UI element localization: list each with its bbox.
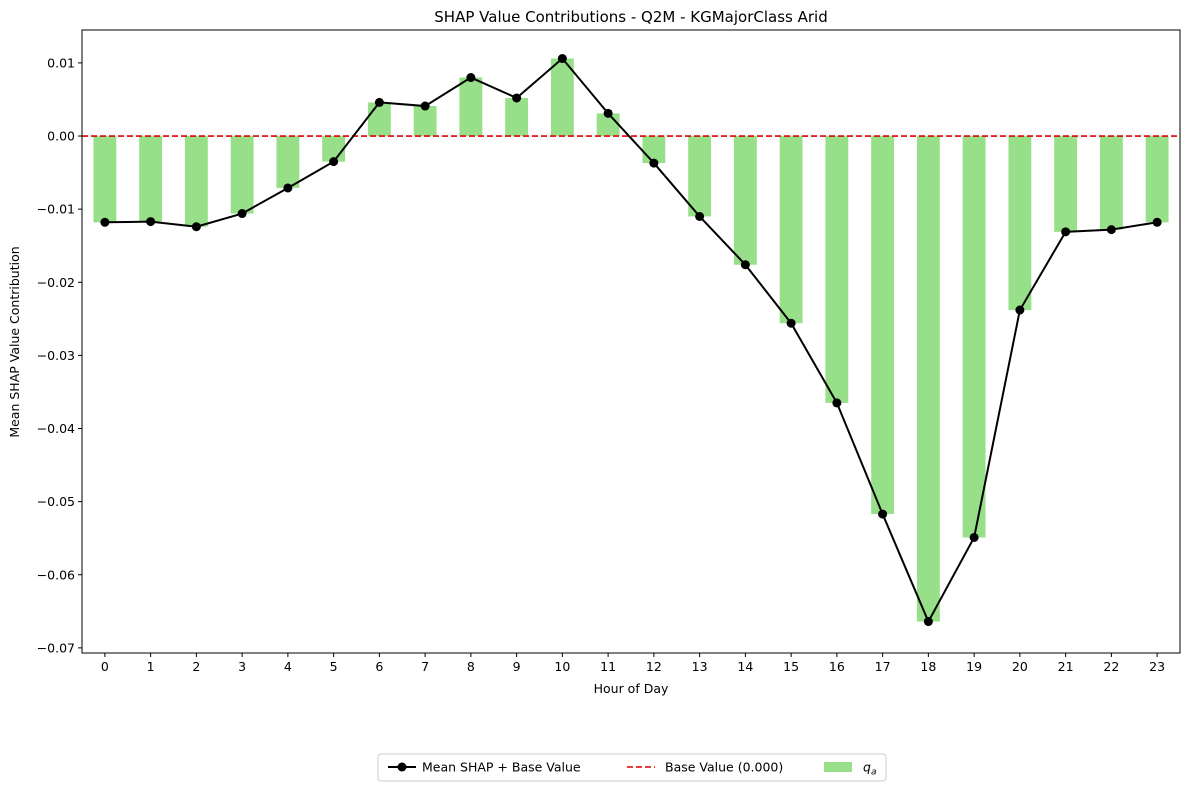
point-hour-9 bbox=[512, 93, 522, 103]
bar-hour-8 bbox=[459, 77, 483, 137]
x-tick-label: 12 bbox=[646, 659, 662, 674]
y-tick-label: 0.00 bbox=[47, 129, 75, 144]
point-hour-3 bbox=[237, 209, 247, 219]
y-tick-label: −0.06 bbox=[37, 567, 75, 582]
bar-hour-20 bbox=[1008, 136, 1032, 311]
bar-hour-15 bbox=[779, 136, 803, 324]
chart-title: SHAP Value Contributions - Q2M - KGMajor… bbox=[434, 8, 827, 26]
legend-bar-swatch bbox=[824, 762, 852, 772]
x-tick-label: 1 bbox=[147, 659, 155, 674]
point-hour-7 bbox=[420, 101, 430, 111]
bar-hour-1 bbox=[139, 136, 163, 222]
x-tick-label: 3 bbox=[238, 659, 246, 674]
point-hour-12 bbox=[649, 158, 659, 168]
point-hour-14 bbox=[740, 260, 750, 270]
bar-hour-19 bbox=[962, 136, 986, 538]
y-axis: 0.01 0.00 −0.01 −0.02 −0.03 −0.04 −0.05 −0.06 −0… bbox=[37, 55, 82, 655]
point-hour-0 bbox=[100, 217, 110, 227]
x-tick-label: 6 bbox=[375, 659, 383, 674]
legend-label-qa: qa bbox=[863, 760, 876, 778]
mean-shap-line bbox=[104, 57, 1158, 624]
x-tick-label: 8 bbox=[467, 659, 475, 674]
x-tick-label: 10 bbox=[554, 659, 570, 674]
legend-label-qa-main: q bbox=[863, 760, 871, 775]
bar-hour-21 bbox=[1054, 136, 1078, 232]
y-tick-label: −0.03 bbox=[37, 348, 75, 363]
bar-hour-2 bbox=[184, 136, 208, 227]
point-hour-23 bbox=[1152, 217, 1162, 227]
point-hour-13 bbox=[695, 211, 705, 221]
bar-hour-6 bbox=[367, 102, 391, 137]
point-hour-21 bbox=[1061, 227, 1071, 237]
y-tick-label: −0.07 bbox=[37, 640, 75, 655]
y-tick-label: −0.04 bbox=[37, 421, 75, 436]
x-tick-label: 18 bbox=[920, 659, 936, 674]
x-tick-label: 16 bbox=[829, 659, 845, 674]
bar-hour-23 bbox=[1145, 136, 1169, 223]
x-tick-label: 13 bbox=[692, 659, 708, 674]
x-axis: 0 1 2 3 4 5 6 7 8 9 10 11 12 13 14 15 16 17 18 19 20 21 22 23 bbox=[101, 653, 1165, 674]
x-tick-label: 9 bbox=[513, 659, 521, 674]
point-hour-6 bbox=[374, 97, 384, 107]
mean-shap-line-group bbox=[100, 54, 1162, 627]
legend-marker-swatch bbox=[397, 762, 407, 772]
bar-hour-13 bbox=[688, 136, 712, 217]
bar-hour-18 bbox=[916, 136, 940, 622]
bar-hour-10 bbox=[550, 58, 574, 137]
bar-series bbox=[93, 58, 1169, 622]
bar-hour-16 bbox=[825, 136, 849, 403]
point-hour-5 bbox=[329, 157, 339, 167]
bar-hour-7 bbox=[413, 106, 437, 137]
y-tick-label: −0.05 bbox=[37, 494, 75, 509]
bar-hour-14 bbox=[733, 136, 757, 265]
x-axis-label: Hour of Day bbox=[594, 681, 669, 696]
bar-hour-3 bbox=[230, 136, 254, 214]
bar-hour-17 bbox=[871, 136, 895, 515]
point-hour-1 bbox=[146, 217, 156, 227]
point-hour-17 bbox=[878, 509, 888, 519]
bar-hour-4 bbox=[276, 136, 300, 188]
x-tick-label: 5 bbox=[330, 659, 338, 674]
legend-label-base-value: Base Value (0.000) bbox=[665, 760, 783, 775]
x-tick-label: 21 bbox=[1058, 659, 1074, 674]
point-hour-15 bbox=[786, 318, 796, 328]
point-hour-4 bbox=[283, 183, 293, 193]
x-tick-label: 17 bbox=[875, 659, 891, 674]
point-hour-11 bbox=[603, 108, 613, 118]
x-tick-label: 23 bbox=[1149, 659, 1165, 674]
bar-hour-9 bbox=[505, 98, 529, 137]
x-tick-label: 20 bbox=[1012, 659, 1028, 674]
x-tick-label: 15 bbox=[783, 659, 799, 674]
point-hour-2 bbox=[191, 222, 201, 232]
x-tick-label: 11 bbox=[600, 659, 616, 674]
legend-label-qa-subscript: a bbox=[871, 768, 877, 778]
x-tick-label: 0 bbox=[101, 659, 109, 674]
point-hour-19 bbox=[969, 532, 979, 542]
bar-hour-0 bbox=[93, 136, 117, 223]
point-hour-18 bbox=[923, 617, 933, 627]
x-tick-label: 22 bbox=[1103, 659, 1119, 674]
legend-label-mean-shap: Mean SHAP + Base Value bbox=[422, 760, 581, 775]
point-hour-20 bbox=[1015, 305, 1025, 315]
x-tick-label: 7 bbox=[421, 659, 429, 674]
y-tick-label: 0.01 bbox=[47, 55, 75, 70]
y-axis-label: Mean SHAP Value Contribution bbox=[7, 246, 22, 437]
x-tick-label: 4 bbox=[284, 659, 292, 674]
x-tick-label: 2 bbox=[192, 659, 200, 674]
plot-frame bbox=[81, 29, 1181, 654]
legend: Mean SHAP + Base Value Base Value (0.000… bbox=[377, 753, 887, 782]
point-hour-8 bbox=[466, 73, 476, 83]
x-tick-label: 19 bbox=[966, 659, 982, 674]
point-hour-16 bbox=[832, 398, 842, 408]
y-tick-label: −0.02 bbox=[37, 275, 75, 290]
point-hour-10 bbox=[557, 54, 567, 64]
bar-hour-22 bbox=[1099, 136, 1123, 230]
point-hour-22 bbox=[1106, 225, 1116, 235]
x-tick-label: 14 bbox=[737, 659, 753, 674]
y-tick-label: −0.01 bbox=[37, 202, 75, 217]
